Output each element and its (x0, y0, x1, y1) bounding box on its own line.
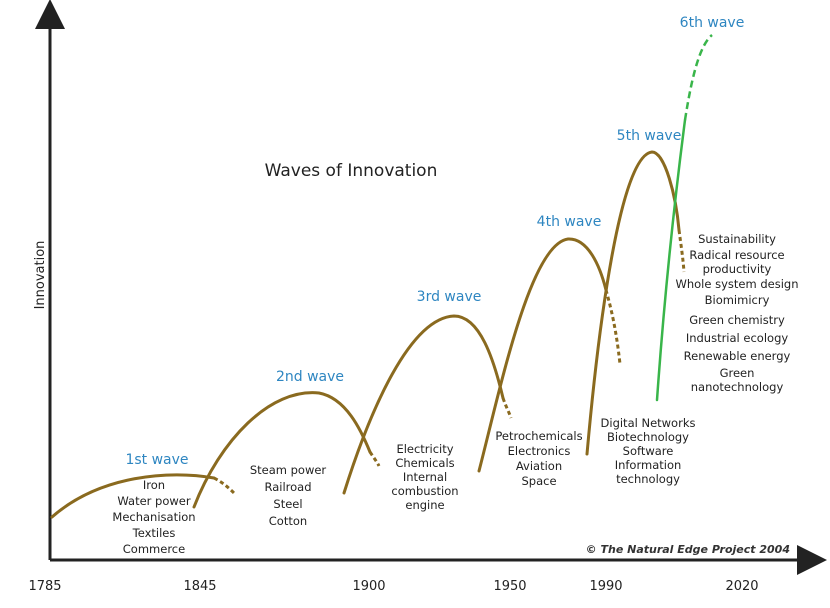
wave-item: Biomimicry (705, 293, 770, 307)
wave-item: productivity (703, 262, 772, 276)
wave-item: Electronics (508, 444, 571, 458)
x-tick-label: 1900 (352, 579, 385, 594)
wave-item: Green (720, 366, 755, 380)
wave-tail (683, 34, 713, 121)
wave-label: 5th wave (617, 128, 682, 144)
x-tick-labels: 1785 1845 1900 1950 1990 2020 (28, 579, 758, 594)
wave-curve (192, 391, 372, 509)
wave-item: Renewable energy (684, 349, 791, 363)
wave-2: 2nd wave Steam power Railroad Steel Cotton (192, 369, 381, 528)
wave-item: Sustainability (698, 232, 776, 246)
wave-item: Steel (273, 497, 302, 511)
x-tick-label: 1845 (183, 579, 216, 594)
wave-item: Mechanisation (112, 510, 195, 524)
wave-tail (501, 397, 513, 419)
wave-item: Space (521, 474, 556, 488)
wave-item: Water power (117, 494, 190, 508)
wave-curve (50, 473, 216, 519)
wave-item: Iron (143, 478, 165, 492)
wave-curve (585, 150, 681, 456)
wave-item: technology (616, 472, 680, 486)
wave-item: Electricity (396, 442, 453, 456)
wave-label: 6th wave (680, 15, 745, 31)
wave-item: Internal (403, 470, 447, 484)
wave-item: Chemicals (395, 456, 454, 470)
x-tick-label: 2020 (725, 579, 758, 594)
wave-tail (604, 289, 622, 365)
wave-item: Software (623, 444, 674, 458)
wave-tail (677, 229, 686, 273)
credit-text: © The Natural Edge Project 2004 (586, 543, 790, 556)
x-tick-label: 1950 (493, 579, 526, 594)
wave-item: Whole system design (675, 277, 798, 291)
x-tick-label: 1990 (589, 579, 622, 594)
wave-item: engine (405, 498, 444, 512)
wave-item: Biotechnology (607, 430, 689, 444)
wave-label: 3rd wave (417, 289, 482, 305)
wave-curve (655, 118, 687, 402)
wave-item: Cotton (269, 514, 307, 528)
wave-5: 5th wave Digital NetworksBiotechnologySof… (585, 128, 696, 486)
wave-tail (213, 476, 236, 495)
wave-item: Railroad (264, 480, 311, 494)
wave-tail (368, 451, 381, 467)
wave-label: 2nd wave (276, 369, 344, 385)
wave-item: Digital Networks (601, 416, 696, 430)
wave-item: Petrochemicals (495, 429, 582, 443)
chart-title: Waves of Innovation (265, 161, 438, 181)
waves: 1st wave Iron Water power Mechanisation Text… (50, 15, 799, 556)
wave-1: 1st wave Iron Water power Mechanisation Text… (50, 452, 236, 556)
x-tick-label: 1785 (28, 579, 61, 594)
wave-item: combustion (391, 484, 458, 498)
wave-label: 1st wave (125, 452, 188, 468)
wave-label: 4th wave (537, 214, 602, 230)
wave-item: Textiles (132, 526, 176, 540)
y-axis-label: Innovation (33, 241, 48, 310)
wave-4: 4th wave PetrochemicalsElectronicsAviatio… (477, 214, 622, 488)
wave-item: Information (615, 458, 682, 472)
wave-item: Aviation (516, 459, 562, 473)
wave-curve (477, 237, 608, 473)
wave-6: 6th wave Sustainability Radical resourcepr… (655, 15, 799, 402)
wave-item: Radical resource (689, 248, 784, 262)
wave-3: 3rd wave ElectricityChemicalsInternalcomb… (342, 289, 513, 512)
wave-item: Steam power (250, 463, 327, 477)
wave-item: Green chemistry (689, 313, 785, 327)
wave-item: nanotechnology (691, 380, 784, 394)
wave-item: Industrial ecology (686, 331, 789, 345)
wave-curve (342, 314, 505, 495)
wave-item: Commerce (123, 542, 185, 556)
